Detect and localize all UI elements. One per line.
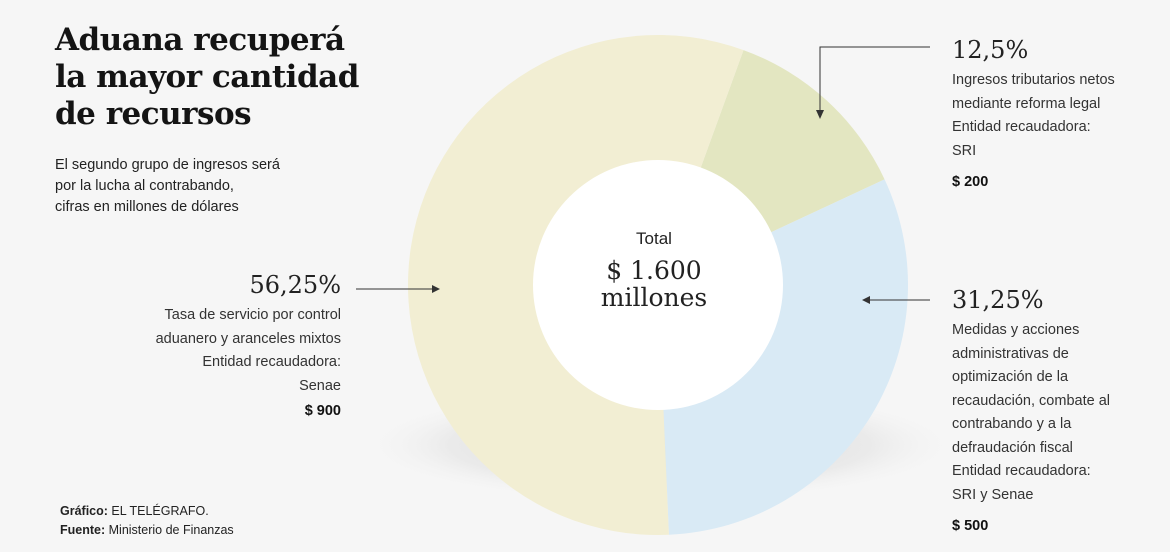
center-value-line-2: millones [601,283,707,312]
slice-percent-label: 12,5% [952,36,1029,64]
slice-description-line: administrativas de [952,345,1069,362]
callout-medidas-administrativas: 31,25% Medidas y acciones administrativa… [952,285,1110,539]
title-line: de recursos [55,96,252,132]
source-credit: Fuente: Ministerio de Finanzas [60,521,234,540]
slice-amount-label: $ 500 [952,518,989,534]
slice-description-line: contrabando y a la [952,416,1072,432]
slice-description-line: Ingresos tributarios netos [952,72,1115,88]
slice-description-line: recaudación, combate al [952,392,1110,409]
slice-description-line: aduanero y aranceles mixtos [155,330,341,347]
slice-percent-label: 31,25% [952,286,1044,314]
slice-description-line: Entidad recaudadora: [202,354,341,370]
subtitle-line: cifras en millones de dólares [55,199,239,215]
leader-line-right [862,296,930,304]
slice-description-line: SRI [952,142,977,159]
graphic-credit: Gráfico: EL TELÉGRAFO. [60,502,234,521]
graphic-credit-value: EL TELÉGRAFO. [111,504,209,518]
donut-hole [533,160,783,410]
credits: Gráfico: EL TELÉGRAFO. Fuente: Ministeri… [60,502,234,540]
source-credit-value: Ministerio de Finanzas [108,523,234,537]
slice-description-line: Entidad recaudadora: [952,463,1091,479]
chart-subtitle: El segundo grupo de ingresos será por la… [55,155,280,218]
slice-description-line: Tasa de servicio por control [164,307,342,323]
callout-reforma-legal: 12,5% Ingresos tributarios netos mediant… [952,35,1115,195]
chart-title: Aduana recuperá la mayor cantidad de rec… [55,22,359,133]
slice-description-line: optimización de la [952,369,1069,385]
slice-amount-label: $ 200 [952,174,989,190]
slice-description-line: Medidas y acciones [952,322,1080,338]
source-credit-label: Fuente: [60,523,106,537]
center-label: Total [636,229,672,248]
subtitle-line: por la lucha al contrabando, [55,178,234,194]
graphic-credit-label: Gráfico: [60,504,108,518]
callout-tasa-de-servicio: 56,25% Tasa de servicio por control adua… [156,270,341,424]
slice-description-line: mediante reforma legal [952,95,1101,112]
title-line: Aduana recuperá [55,22,345,58]
slice-description-line: defraudación fiscal [952,439,1073,456]
slice-description-line: SRI y Senae [952,486,1034,503]
subtitle-line: El segundo grupo de ingresos será [55,157,280,173]
leader-line-top [816,46,930,119]
slice-description-line: Senae [299,377,341,394]
slice-description-line: Entidad recaudadora: [952,119,1091,135]
leader-line-left [356,285,440,293]
slice-amount-label: $ 900 [304,403,341,419]
center-value-line-1: $ 1.600 [606,256,701,285]
slice-percent-label: 56,25% [249,271,341,299]
title-line: la mayor cantidad [55,59,359,95]
